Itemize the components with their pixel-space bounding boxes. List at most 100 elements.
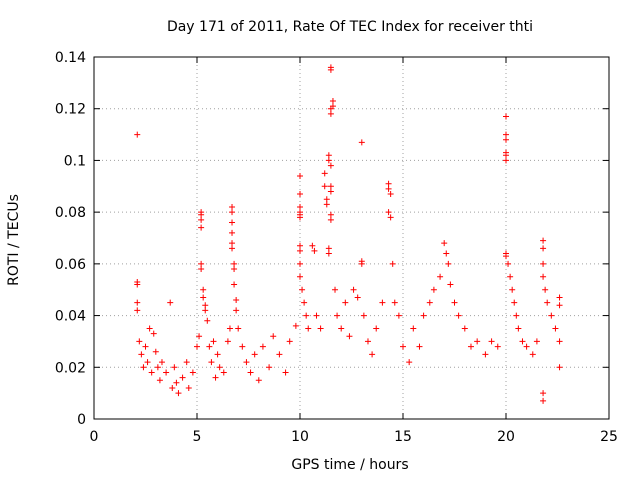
x-tick-label: 15 (394, 429, 412, 445)
data-point (400, 343, 406, 350)
data-point (503, 136, 509, 143)
data-point (136, 338, 143, 345)
data-point (198, 266, 205, 273)
data-point (142, 343, 149, 350)
data-point (229, 229, 236, 236)
data-point (369, 351, 376, 358)
data-point (297, 242, 303, 249)
data-point (430, 286, 437, 293)
data-point (163, 369, 170, 376)
data-point (198, 211, 205, 218)
data-point (327, 110, 334, 117)
data-point (224, 338, 231, 345)
data-point (220, 369, 227, 376)
data-point (332, 286, 339, 293)
data-point (309, 242, 316, 249)
data-point (251, 351, 258, 358)
data-point (556, 338, 563, 345)
data-point (509, 286, 516, 293)
data-point (169, 384, 176, 391)
data-point (229, 203, 236, 210)
data-point (185, 384, 192, 391)
data-point (323, 196, 330, 203)
data-point (325, 250, 332, 257)
x-tick-label: 5 (193, 429, 202, 445)
data-point (494, 343, 501, 350)
y-tick-label: 0.12 (55, 102, 86, 118)
data-point (200, 294, 207, 301)
data-point (313, 312, 320, 319)
data-point (311, 247, 318, 254)
data-point (154, 364, 161, 371)
data-point (299, 286, 306, 293)
data-point (387, 214, 394, 221)
data-point (406, 359, 413, 366)
data-point (229, 245, 236, 252)
data-point (474, 338, 481, 345)
data-point (540, 245, 547, 252)
data-point (167, 299, 174, 306)
data-point (387, 191, 394, 198)
data-point (437, 273, 444, 280)
data-point (443, 250, 450, 257)
data-point (325, 157, 332, 164)
data-point (364, 338, 371, 345)
data-point (323, 201, 330, 208)
data-point (455, 312, 462, 319)
data-point (540, 237, 547, 244)
data-point (173, 379, 180, 386)
y-tick-label: 0.02 (55, 360, 86, 376)
data-point (198, 260, 205, 267)
data-point (148, 369, 155, 376)
data-point (194, 343, 200, 350)
data-point (189, 369, 196, 376)
data-point (183, 359, 190, 366)
data-point (282, 369, 289, 376)
data-point (144, 359, 151, 366)
data-point (226, 325, 233, 332)
data-point (196, 333, 203, 340)
data-point (140, 364, 147, 371)
data-point (327, 188, 334, 195)
x-tick-label: 25 (600, 429, 618, 445)
data-point (286, 338, 293, 345)
data-point (360, 312, 367, 319)
data-point (488, 338, 495, 345)
data-point (134, 307, 141, 314)
data-point (255, 377, 262, 384)
data-point (389, 260, 396, 267)
plot-frame (93, 56, 610, 420)
data-point (461, 325, 468, 332)
data-point (503, 152, 509, 159)
data-point (216, 364, 223, 371)
data-point (350, 286, 357, 293)
data-point (292, 322, 299, 329)
data-point (507, 273, 514, 280)
y-tick-label: 0 (77, 412, 86, 428)
data-point (503, 113, 509, 120)
data-point (200, 286, 207, 293)
data-point (327, 216, 334, 223)
data-point (338, 325, 345, 332)
data-point (198, 216, 205, 223)
x-axis-label: GPS time / hours (291, 457, 408, 473)
data-point (426, 299, 433, 306)
data-point (325, 245, 332, 252)
data-point (329, 103, 336, 110)
data-point (134, 131, 141, 138)
data-point (134, 299, 141, 306)
data-point (511, 299, 518, 306)
data-point (266, 364, 273, 371)
data-point (297, 172, 303, 179)
data-point (229, 209, 236, 216)
data-point (212, 374, 219, 381)
data-point (540, 260, 547, 267)
data-point (540, 397, 547, 404)
data-point (158, 359, 165, 366)
data-point (523, 343, 530, 350)
data-point (467, 343, 474, 350)
data-point (445, 260, 452, 267)
data-point (152, 348, 159, 355)
data-point (202, 302, 209, 309)
data-point (373, 325, 380, 332)
